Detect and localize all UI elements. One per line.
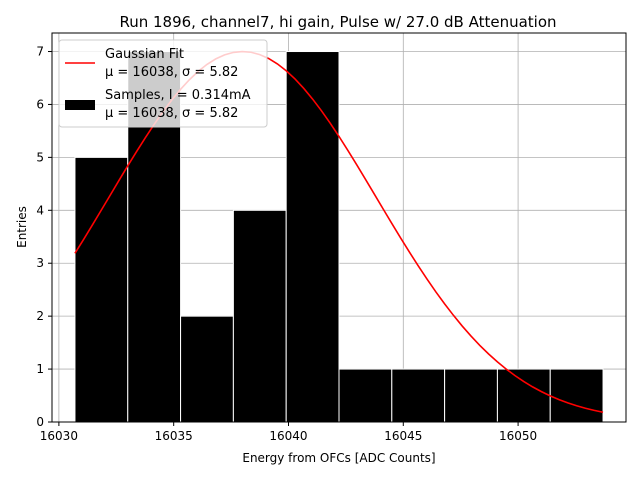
histogram-bar (549, 368, 604, 423)
plot-frame (51, 32, 627, 423)
y-tick-label: 0 (36, 415, 44, 429)
histogram-bar (180, 315, 234, 423)
legend-samples-stats: μ = 16038, σ = 5.82 (105, 106, 238, 121)
legend-fit-name: Gaussian Fit (105, 47, 184, 62)
legend-box (58, 39, 268, 128)
legend-samples-name: Samples, I = 0.314mA (105, 88, 251, 103)
legend: Gaussian Fit μ = 16038, σ = 5.82 Samples… (58, 39, 268, 128)
histogram-bar (496, 368, 551, 423)
y-tick-label: 4 (36, 203, 44, 217)
x-tick-label: 16030 (40, 429, 78, 443)
y-tick-label: 7 (36, 45, 44, 59)
x-tick-label: 16040 (269, 429, 307, 443)
legend-fit-stats: μ = 16038, σ = 5.82 (105, 65, 238, 80)
x-tick-label: 16045 (384, 429, 422, 443)
y-tick-label: 2 (36, 309, 44, 323)
x-tick-label: 16035 (155, 429, 193, 443)
histogram-bar (232, 209, 287, 423)
histogram-bar (74, 156, 129, 423)
x-tick-label: 16050 (499, 429, 537, 443)
y-axis-ticks: 0 1 2 3 4 5 6 7 (36, 45, 52, 429)
y-tick-label: 1 (36, 362, 44, 376)
histogram-bar (391, 368, 446, 423)
y-tick-label: 6 (36, 97, 44, 111)
histogram-bar (285, 51, 340, 423)
y-axis-label: Entries (15, 206, 29, 248)
x-axis-ticks: 16030 16035 16040 16045 16050 (40, 422, 537, 443)
histogram-bar (444, 368, 498, 423)
y-tick-label: 5 (36, 150, 44, 164)
legend-samples-swatch (65, 100, 95, 110)
y-tick-label: 3 (36, 256, 44, 270)
chart-title: Run 1896, channel7, hi gain, Pulse w/ 27… (119, 13, 556, 31)
histogram-bars (74, 51, 604, 423)
x-axis-label: Energy from OFCs [ADC Counts] (242, 451, 435, 465)
histogram-bar (338, 368, 393, 423)
